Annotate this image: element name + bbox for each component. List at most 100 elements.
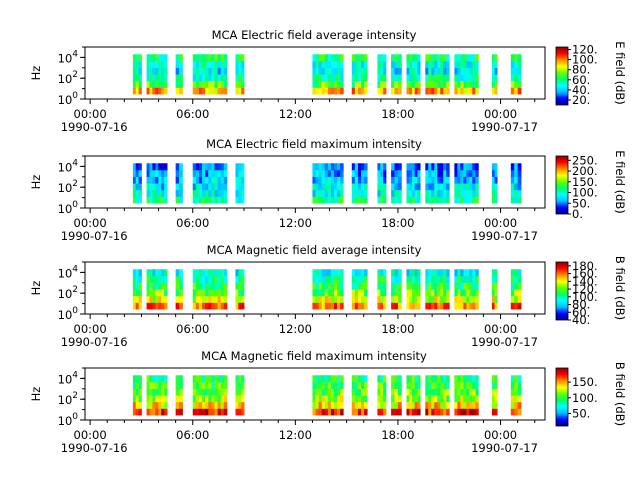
heatmap-cell — [235, 275, 239, 283]
heatmap-cell — [214, 275, 219, 283]
heatmap-cell — [208, 80, 212, 88]
heatmap-cell — [208, 183, 212, 191]
heatmap-cell — [406, 388, 410, 396]
heatmap-cell — [208, 196, 212, 204]
heatmap-cell — [318, 388, 323, 396]
heatmap-cell — [155, 163, 159, 171]
heatmap-cell — [146, 87, 150, 95]
heatmap-cell — [440, 395, 444, 403]
heatmap-cell — [135, 275, 139, 283]
chart-panel-2: MCA Electric field maximum intensity1001… — [29, 137, 627, 243]
heatmap-cell — [135, 269, 139, 277]
colorbar-tick-label: 200. — [572, 164, 598, 178]
heatmap-cell — [397, 388, 402, 396]
heatmap-cell — [175, 74, 180, 82]
heatmap-cell — [397, 60, 402, 68]
colorbar-tick-label: 40. — [572, 313, 590, 327]
heatmap-cell — [517, 60, 522, 68]
heatmap-cell — [146, 282, 150, 290]
heatmap-cell — [397, 80, 402, 88]
heatmap-cell — [138, 67, 142, 75]
chart-panel-1: MCA Electric field average intensity1001… — [29, 28, 627, 134]
heatmap-cell — [354, 163, 359, 171]
heatmap-cell — [241, 388, 245, 396]
heatmap-cell — [158, 289, 162, 297]
heatmap-cell — [155, 196, 159, 204]
heatmap-cell — [357, 282, 362, 290]
heatmap-cell — [354, 395, 359, 403]
heatmap-cell — [377, 269, 381, 277]
heatmap-cell — [466, 275, 470, 283]
heatmap-cell — [457, 395, 461, 403]
heatmap-cell — [327, 381, 332, 389]
heatmap-cell — [312, 381, 316, 389]
heatmap-cell — [333, 289, 338, 297]
heatmap-cell — [327, 74, 332, 82]
heatmap-cell — [333, 295, 338, 303]
heatmap-cell — [217, 169, 222, 177]
heatmap-cell — [383, 183, 387, 191]
heatmap-cell — [138, 163, 142, 171]
heatmap-cell — [463, 87, 467, 95]
heatmap-cell — [149, 302, 153, 310]
heatmap-cell — [354, 54, 359, 62]
heatmap-cell — [152, 401, 156, 409]
chart-title: MCA Electric field maximum intensity — [206, 137, 422, 151]
heatmap-cell — [202, 388, 206, 396]
heatmap-cell — [357, 163, 362, 171]
heatmap-cell — [138, 295, 142, 303]
heatmap-cell — [425, 189, 429, 197]
heatmap-cell — [354, 388, 359, 396]
heatmap-cell — [394, 163, 399, 171]
heatmap-cell — [409, 275, 413, 283]
heatmap-cell — [138, 302, 142, 310]
heatmap-cell — [195, 74, 200, 82]
heatmap-cell — [428, 395, 432, 403]
heatmap-cell — [202, 74, 206, 82]
heatmap-cell — [411, 163, 416, 171]
heatmap-cell — [472, 269, 476, 277]
heatmap-cell — [211, 54, 215, 62]
heatmap-cell — [354, 183, 359, 191]
heatmap-cell — [235, 408, 239, 416]
heatmap-cell — [517, 282, 522, 290]
heatmap-cell — [437, 401, 441, 409]
heatmap-cell — [414, 302, 418, 310]
heatmap-cell — [321, 295, 326, 303]
heatmap-cell — [397, 269, 402, 277]
heatmap-cell — [321, 87, 326, 95]
heatmap-cell — [431, 381, 435, 389]
heatmap-cell — [457, 295, 461, 303]
heatmap-cell — [161, 275, 165, 283]
heatmap-cell — [425, 196, 429, 204]
heatmap-cell — [202, 176, 206, 184]
heatmap-cell — [406, 395, 410, 403]
heatmap-cell — [217, 289, 222, 297]
x-date-label: 1990-07-16 — [61, 441, 128, 455]
heatmap-cell — [321, 282, 326, 290]
heatmap-cell — [318, 401, 323, 409]
heatmap-cell — [517, 176, 522, 184]
heatmap-cell — [324, 60, 329, 68]
heatmap-cell — [417, 408, 421, 416]
heatmap-cell — [354, 87, 359, 95]
heatmap-cell — [457, 289, 461, 297]
heatmap-cell — [380, 74, 384, 82]
heatmap-cell — [337, 388, 341, 396]
heatmap-cell — [409, 295, 413, 303]
heatmap-cell — [149, 67, 153, 75]
heatmap-cell — [434, 60, 438, 68]
heatmap-cell — [463, 169, 467, 177]
heatmap-cell — [383, 60, 387, 68]
heatmap-cell — [330, 302, 335, 310]
heatmap-cell — [417, 302, 421, 310]
heatmap-cell — [340, 381, 344, 389]
heatmap-cell — [380, 401, 384, 409]
heatmap-cell — [235, 183, 239, 191]
heatmap-cell — [466, 87, 470, 95]
heatmap-cell — [312, 60, 316, 68]
heatmap-cell — [409, 196, 413, 204]
heatmap-cell — [446, 381, 450, 389]
heatmap-cell — [211, 176, 215, 184]
